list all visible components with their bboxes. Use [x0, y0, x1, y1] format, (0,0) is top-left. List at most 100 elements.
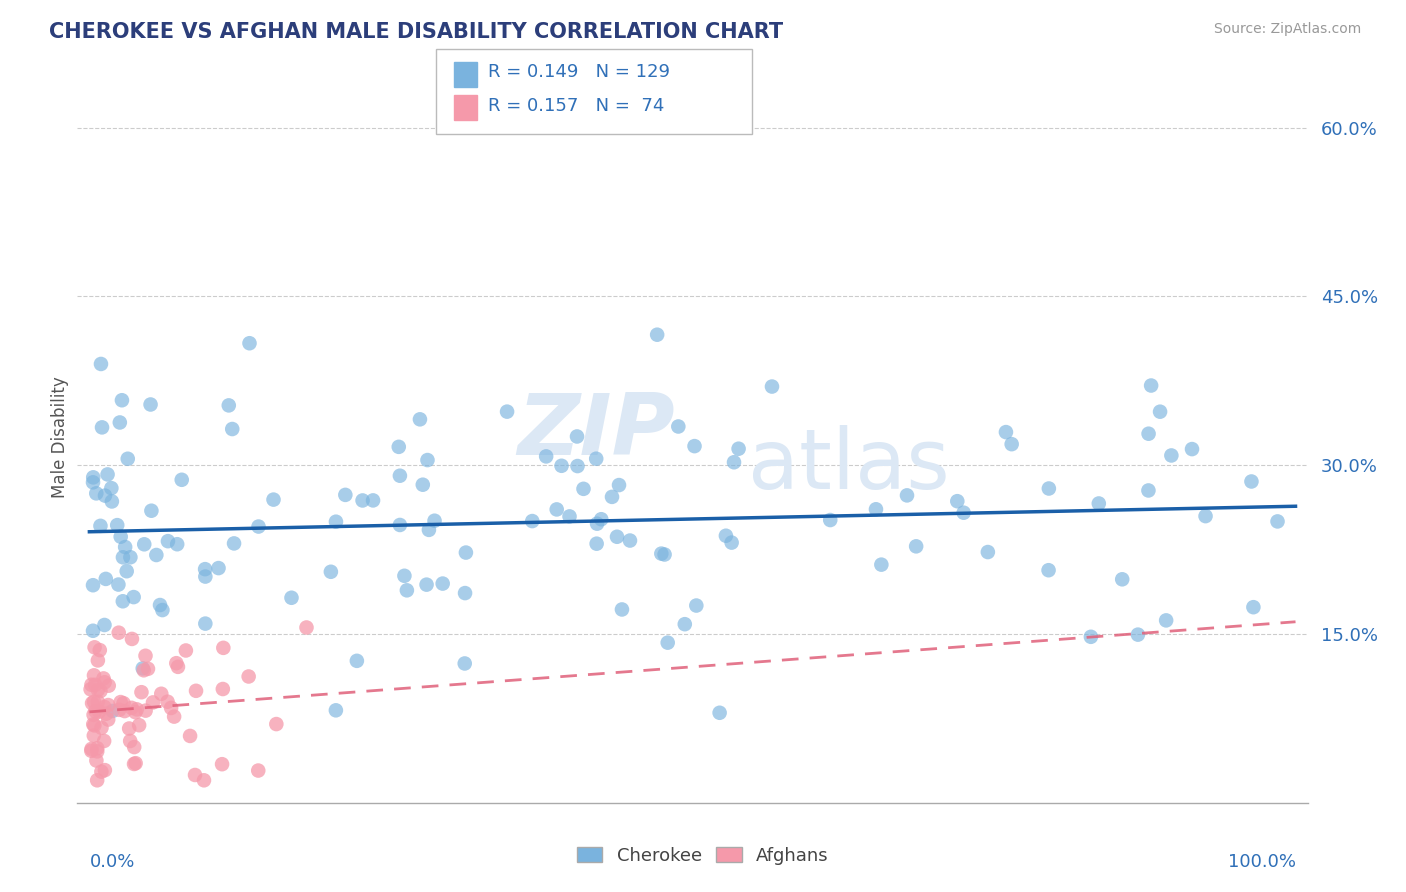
Point — [1140, 378, 1163, 392]
Point — [432, 576, 454, 591]
Point — [91, 420, 114, 434]
Point — [496, 404, 519, 418]
Text: atlas: atlas — [748, 425, 950, 506]
Point — [97, 698, 120, 712]
Point — [84, 486, 107, 500]
Point — [194, 569, 217, 583]
Point — [139, 397, 162, 411]
Point — [170, 473, 193, 487]
Point — [409, 412, 432, 426]
Point — [124, 705, 146, 719]
Point — [167, 660, 190, 674]
Point — [221, 422, 243, 436]
Point — [723, 455, 745, 469]
Point — [93, 734, 115, 748]
Point — [90, 721, 112, 735]
Point — [135, 704, 157, 718]
Point — [238, 669, 260, 683]
Point — [388, 440, 411, 454]
Point — [247, 519, 270, 533]
Point — [418, 523, 440, 537]
Point — [319, 565, 342, 579]
Point — [83, 695, 105, 709]
Point — [125, 702, 148, 716]
Point — [101, 494, 124, 508]
Point — [174, 643, 197, 657]
Point — [454, 545, 477, 559]
Point — [107, 577, 129, 591]
Point — [156, 695, 179, 709]
Point — [83, 718, 105, 732]
Point — [247, 764, 270, 778]
Point — [163, 709, 186, 723]
Text: R = 0.149   N = 129: R = 0.149 N = 129 — [488, 63, 669, 81]
Point — [108, 416, 131, 430]
Point — [212, 640, 235, 655]
Point — [87, 682, 110, 697]
Point — [80, 678, 103, 692]
Point — [90, 764, 112, 779]
Point — [165, 656, 187, 670]
Point — [93, 672, 115, 686]
Point — [1137, 483, 1160, 498]
Point — [142, 695, 165, 709]
Point — [325, 703, 347, 717]
Point — [93, 618, 115, 632]
Point — [94, 572, 117, 586]
Point — [395, 583, 418, 598]
Point — [352, 493, 374, 508]
Point — [586, 516, 609, 531]
Point — [194, 616, 217, 631]
Point — [120, 550, 142, 565]
Point — [1241, 600, 1264, 615]
Point — [97, 713, 120, 727]
Point — [657, 635, 679, 649]
Point — [346, 654, 368, 668]
Text: Source: ZipAtlas.com: Source: ZipAtlas.com — [1213, 22, 1361, 37]
Point — [117, 451, 139, 466]
Point — [132, 661, 155, 675]
Point — [709, 706, 731, 720]
Point — [607, 478, 630, 492]
Point — [94, 763, 117, 777]
Point — [423, 514, 446, 528]
Point — [222, 536, 245, 550]
Point — [160, 701, 183, 715]
Point — [761, 379, 783, 393]
Point — [946, 494, 969, 508]
Point — [585, 537, 607, 551]
Point — [585, 451, 607, 466]
Point — [870, 558, 893, 572]
Point — [134, 648, 156, 663]
Point — [654, 548, 676, 562]
Point — [86, 754, 108, 768]
Point — [1038, 563, 1060, 577]
Point — [567, 458, 589, 473]
Point — [136, 662, 159, 676]
Point — [152, 603, 174, 617]
Point — [101, 704, 124, 718]
Point — [124, 756, 146, 771]
Point — [120, 734, 142, 748]
Point — [673, 617, 696, 632]
Point — [179, 729, 201, 743]
Point — [86, 773, 108, 788]
Point — [89, 684, 111, 698]
Point — [107, 625, 129, 640]
Point — [82, 717, 104, 731]
Point — [82, 624, 104, 638]
Point — [86, 744, 108, 758]
Point — [122, 590, 145, 604]
Point — [412, 477, 434, 491]
Point — [84, 678, 107, 692]
Point — [1038, 482, 1060, 496]
Point — [87, 653, 110, 667]
Point — [727, 442, 749, 456]
Point — [121, 701, 143, 715]
Point — [218, 398, 240, 412]
Point — [141, 504, 163, 518]
Point — [94, 489, 117, 503]
Y-axis label: Male Disability: Male Disability — [51, 376, 69, 498]
Point — [1111, 572, 1133, 586]
Point — [118, 722, 141, 736]
